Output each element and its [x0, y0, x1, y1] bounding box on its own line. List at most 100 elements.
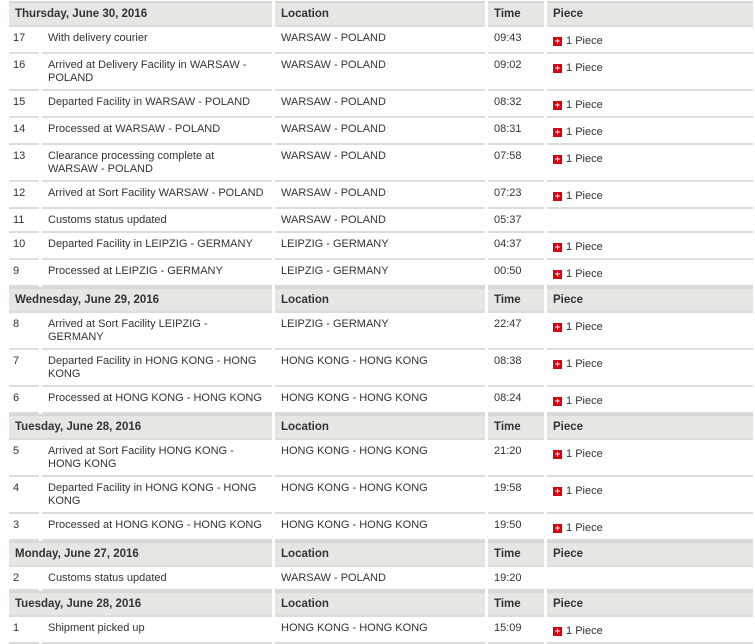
- expand-plus-icon[interactable]: +: [553, 626, 563, 636]
- piece-toggle[interactable]: +1 Piece: [553, 126, 603, 139]
- table-row: 14 Processed at WARSAW - POLAND WARSAW - P…: [9, 118, 753, 145]
- location-header: Location: [275, 1, 486, 27]
- event-piece-cell: [547, 209, 753, 233]
- event-number: 3: [9, 514, 39, 541]
- piece-toggle[interactable]: +1 Piece: [553, 485, 603, 498]
- piece-label[interactable]: 1 Piece: [566, 268, 603, 280]
- piece-toggle[interactable]: +1 Piece: [553, 448, 603, 461]
- event-description: With delivery courier: [42, 27, 273, 54]
- piece-label[interactable]: 1 Piece: [566, 395, 603, 407]
- expand-plus-icon[interactable]: +: [553, 127, 563, 137]
- piece-label[interactable]: 1 Piece: [566, 485, 603, 497]
- table-row: 4 Departed Facility in HONG KONG - HONG K…: [9, 477, 753, 514]
- piece-label[interactable]: 1 Piece: [566, 62, 603, 74]
- event-time: 15:09: [488, 617, 545, 644]
- event-description: Customs status updated: [42, 209, 273, 233]
- event-number: 11: [9, 209, 39, 233]
- location-header: Location: [275, 591, 486, 617]
- event-number: 13: [9, 145, 39, 182]
- piece-toggle[interactable]: +1 Piece: [553, 358, 603, 371]
- event-number: 5: [9, 440, 39, 477]
- piece-label[interactable]: 1 Piece: [566, 321, 603, 333]
- piece-toggle[interactable]: +1 Piece: [553, 62, 603, 75]
- event-location: HONG KONG - HONG KONG: [275, 350, 486, 387]
- expand-plus-icon[interactable]: +: [553, 154, 563, 164]
- piece-label[interactable]: 1 Piece: [566, 126, 603, 138]
- piece-toggle[interactable]: +1 Piece: [553, 268, 603, 281]
- date-header: Monday, June 27, 2016: [9, 541, 273, 567]
- event-number: 4: [9, 477, 39, 514]
- piece-label[interactable]: 1 Piece: [566, 448, 603, 460]
- event-location: HONG KONG - HONG KONG: [275, 514, 486, 541]
- expand-plus-icon[interactable]: +: [553, 396, 563, 406]
- table-row: 1 Shipment picked up HONG KONG - HONG KONG…: [9, 617, 753, 644]
- table-row: 11 Customs status updated WARSAW - POLAND 0…: [9, 209, 753, 233]
- piece-toggle[interactable]: +1 Piece: [553, 190, 603, 203]
- expand-plus-icon[interactable]: +: [553, 523, 563, 533]
- piece-label[interactable]: 1 Piece: [566, 241, 603, 253]
- table-row: 3 Processed at HONG KONG - HONG KONG HONG …: [9, 514, 753, 541]
- piece-toggle[interactable]: +1 Piece: [553, 35, 603, 48]
- event-time: 21:20: [488, 440, 545, 477]
- event-description: Clearance processing complete at WARSAW …: [42, 145, 273, 182]
- expand-plus-icon[interactable]: +: [553, 322, 563, 332]
- event-time: 08:38: [488, 350, 545, 387]
- expand-plus-icon[interactable]: +: [553, 486, 563, 496]
- piece-label[interactable]: 1 Piece: [566, 190, 603, 202]
- piece-header: Piece: [547, 591, 753, 617]
- piece-toggle[interactable]: +1 Piece: [553, 625, 603, 638]
- event-number: 7: [9, 350, 39, 387]
- piece-toggle[interactable]: +1 Piece: [553, 395, 603, 408]
- piece-toggle[interactable]: +1 Piece: [553, 99, 603, 112]
- piece-label[interactable]: 1 Piece: [566, 522, 603, 534]
- event-location: WARSAW - POLAND: [275, 209, 486, 233]
- event-number: 10: [9, 233, 39, 260]
- event-piece-cell: +1 Piece: [547, 91, 753, 118]
- event-description: Shipment picked up: [42, 617, 273, 644]
- event-location: WARSAW - POLAND: [275, 145, 486, 182]
- event-time: 22:47: [488, 313, 545, 350]
- time-header: Time: [488, 1, 545, 27]
- piece-toggle[interactable]: +1 Piece: [553, 153, 603, 166]
- piece-label[interactable]: 1 Piece: [566, 35, 603, 47]
- piece-label[interactable]: 1 Piece: [566, 358, 603, 370]
- event-description: Arrived at Sort Facility LEIPZIG - GERMA…: [42, 313, 273, 350]
- event-time: 19:50: [488, 514, 545, 541]
- piece-toggle[interactable]: +1 Piece: [553, 321, 603, 334]
- event-number: 8: [9, 313, 39, 350]
- event-piece-cell: +1 Piece: [547, 477, 753, 514]
- event-location: WARSAW - POLAND: [275, 27, 486, 54]
- event-time: 07:23: [488, 182, 545, 209]
- piece-toggle[interactable]: +1 Piece: [553, 241, 603, 254]
- expand-plus-icon[interactable]: +: [553, 100, 563, 110]
- expand-plus-icon[interactable]: +: [553, 191, 563, 201]
- event-location: WARSAW - POLAND: [275, 118, 486, 145]
- expand-plus-icon[interactable]: +: [553, 449, 563, 459]
- event-piece-cell: +1 Piece: [547, 514, 753, 541]
- expand-plus-icon[interactable]: +: [553, 63, 563, 73]
- piece-header: Piece: [547, 541, 753, 567]
- expand-plus-icon[interactable]: +: [553, 269, 563, 279]
- event-piece-cell: +1 Piece: [547, 54, 753, 91]
- location-header: Location: [275, 287, 486, 313]
- event-time: 04:37: [488, 233, 545, 260]
- event-location: HONG KONG - HONG KONG: [275, 387, 486, 414]
- piece-label[interactable]: 1 Piece: [566, 99, 603, 111]
- piece-label[interactable]: 1 Piece: [566, 625, 603, 637]
- expand-plus-icon[interactable]: +: [553, 36, 563, 46]
- date-header: Tuesday, June 28, 2016: [9, 414, 273, 440]
- piece-toggle[interactable]: +1 Piece: [553, 522, 603, 535]
- event-time: 00:50: [488, 260, 545, 287]
- event-piece-cell: +1 Piece: [547, 440, 753, 477]
- time-header: Time: [488, 287, 545, 313]
- expand-plus-icon[interactable]: +: [553, 242, 563, 252]
- expand-plus-icon[interactable]: +: [553, 359, 563, 369]
- event-piece-cell: +1 Piece: [547, 313, 753, 350]
- event-location: LEIPZIG - GERMANY: [275, 260, 486, 287]
- event-location: HONG KONG - HONG KONG: [275, 617, 486, 644]
- table-row: 9 Processed at LEIPZIG - GERMANY LEIPZIG -…: [9, 260, 753, 287]
- event-time: 19:58: [488, 477, 545, 514]
- event-time: 08:31: [488, 118, 545, 145]
- tracking-events: Thursday, June 30, 2016 Location Time Piece…: [9, 1, 753, 644]
- piece-label[interactable]: 1 Piece: [566, 153, 603, 165]
